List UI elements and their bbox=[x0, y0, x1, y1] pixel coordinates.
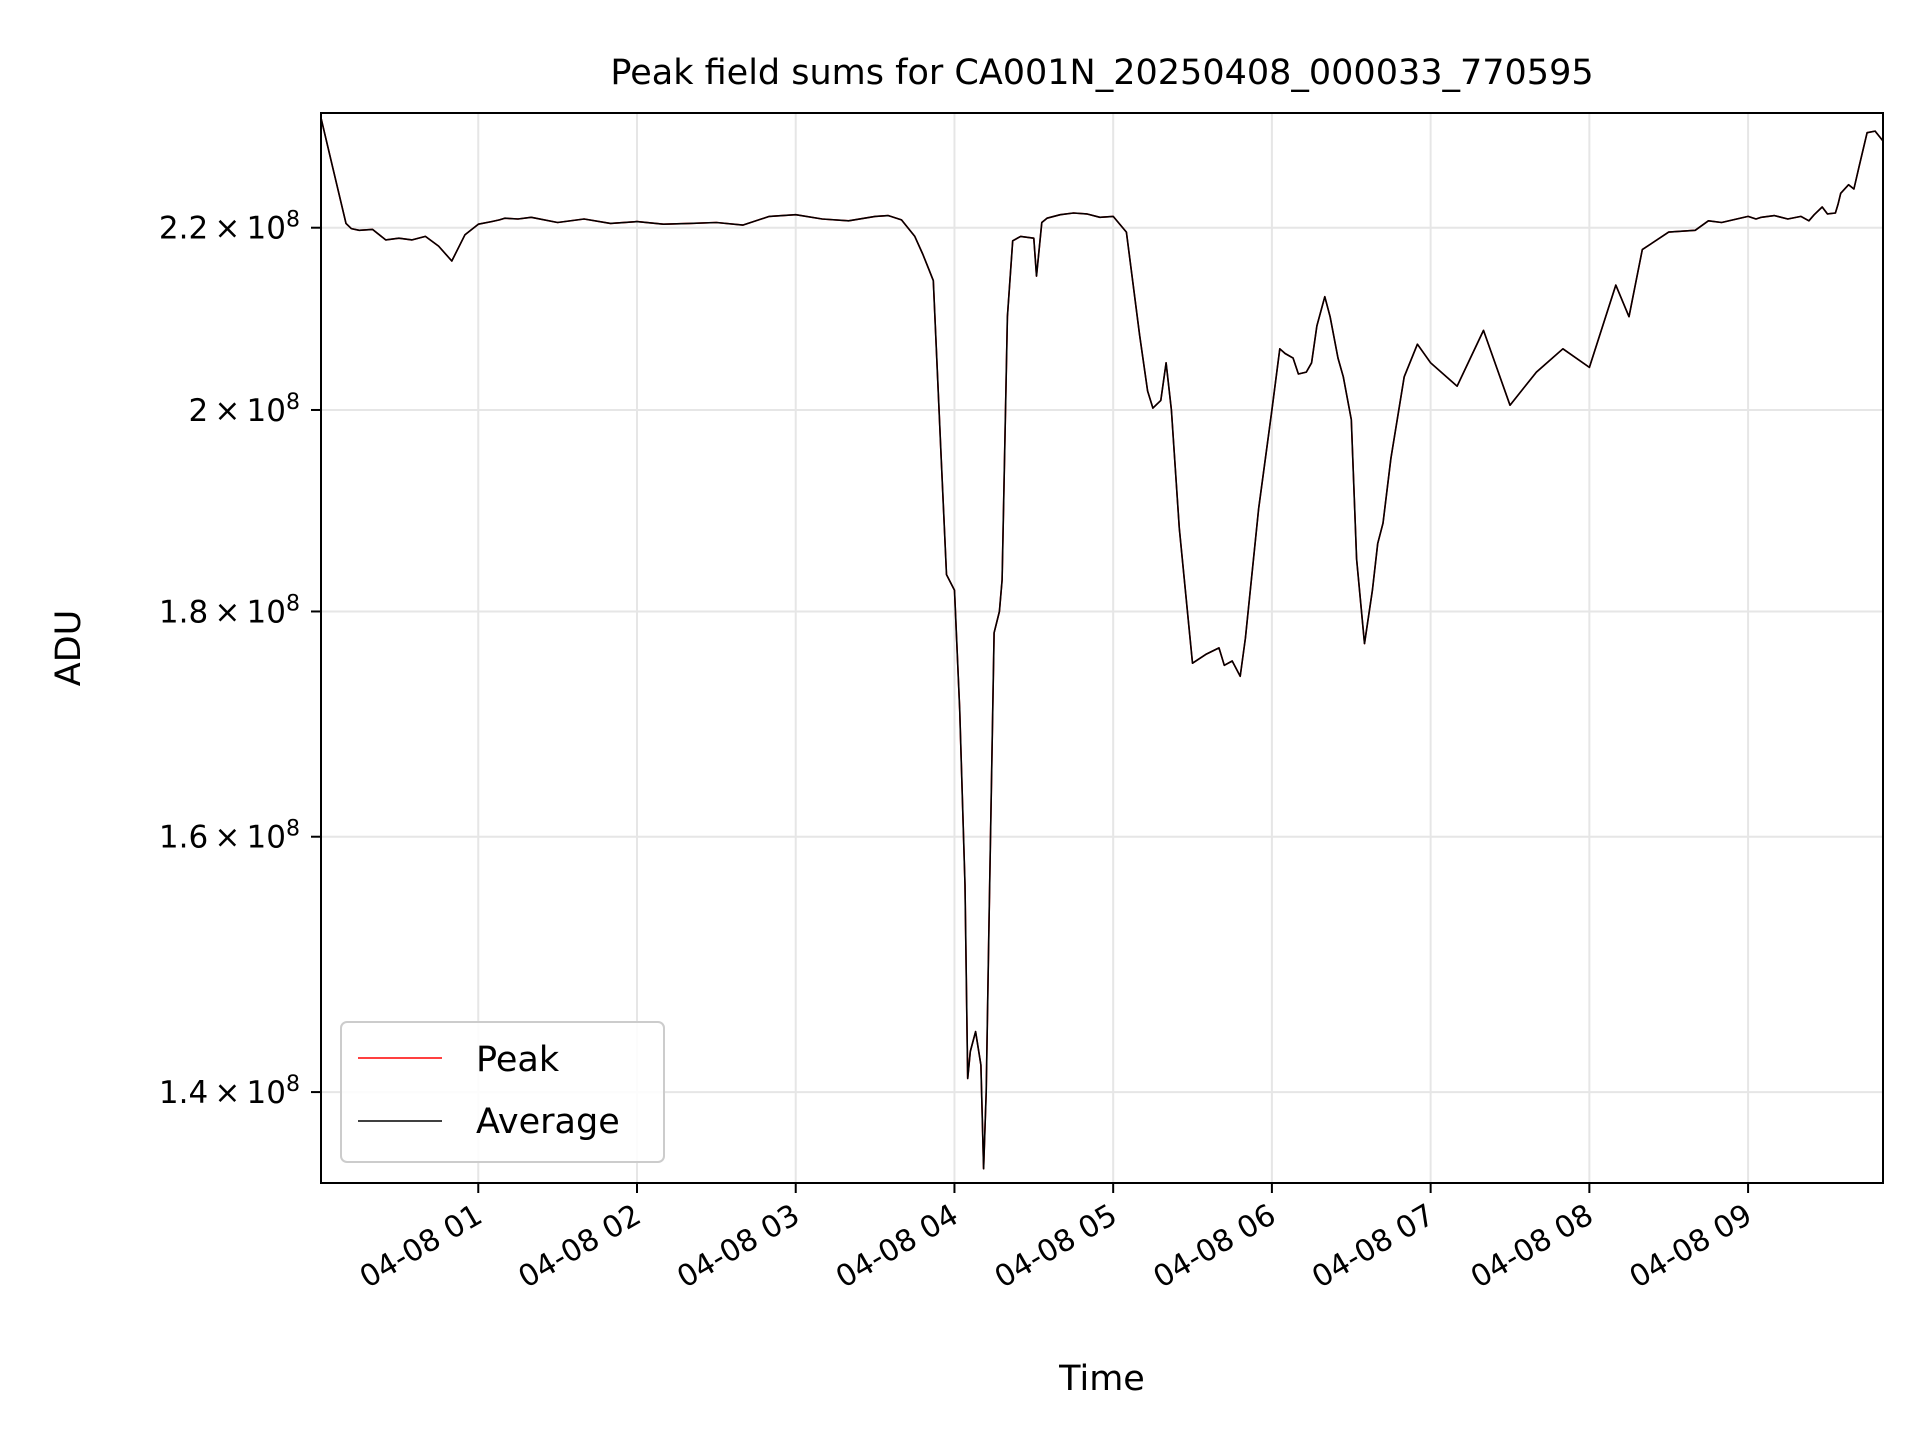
series-average-line bbox=[320, 117, 1884, 1170]
y-ticks: 1.4 × 108 1.6 × 108 1.8 × 108 2 × 108 2.2 × … bbox=[159, 207, 321, 1111]
y-tick-label: 1.4 × 108 bbox=[159, 1072, 300, 1112]
plot-frame bbox=[320, 112, 1884, 1184]
y-tick-label: 1.8 × 108 bbox=[159, 591, 300, 631]
chart-title: Peak field sums for CA001N_20250408_0000… bbox=[610, 53, 1593, 93]
legend-label-average: Average bbox=[476, 1102, 620, 1142]
legend: Peak Average bbox=[340, 1021, 665, 1163]
y-axis-label: ADU bbox=[49, 610, 89, 687]
series-layer bbox=[320, 117, 1884, 1170]
legend-label-peak: Peak bbox=[476, 1040, 560, 1080]
y-tick-label: 1.6 × 108 bbox=[159, 816, 300, 856]
legend-box bbox=[340, 1021, 665, 1163]
y-tick-label: 2 × 108 bbox=[188, 389, 300, 429]
y-tick-label: 2.2 × 108 bbox=[159, 207, 300, 247]
grid bbox=[321, 113, 1883, 1183]
x-axis-label: Time bbox=[1058, 1359, 1145, 1399]
